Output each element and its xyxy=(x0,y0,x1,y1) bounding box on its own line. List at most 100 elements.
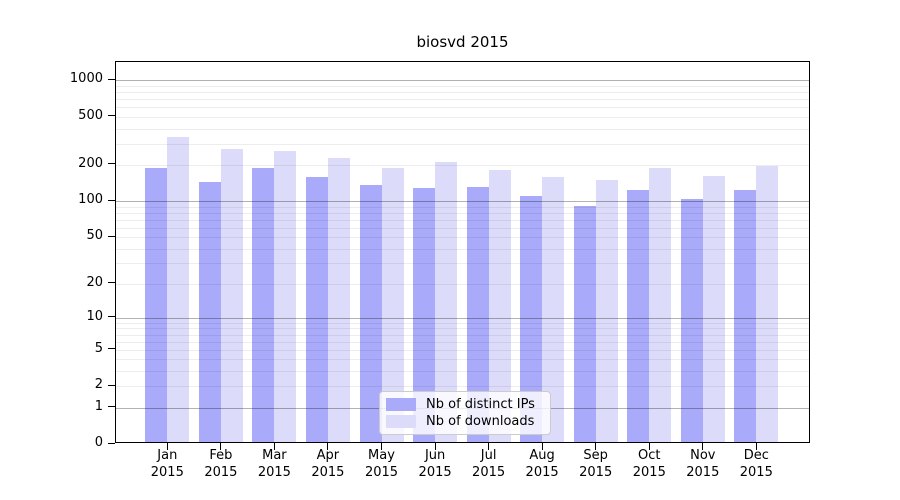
bar-nb-of-downloads-nov xyxy=(702,175,725,442)
x-tick-label: Jul 2015 xyxy=(472,448,506,480)
bar-nb-of-distinct-ips-jan xyxy=(145,168,168,442)
x-tick xyxy=(648,443,650,450)
gridline-minor xyxy=(116,206,809,208)
gridline-major xyxy=(116,317,809,319)
bar-nb-of-distinct-ips-nov xyxy=(680,198,703,442)
x-tick-label: Feb 2015 xyxy=(204,448,238,480)
gridline-major xyxy=(116,201,809,203)
y-tick xyxy=(108,442,115,444)
x-tick-label: Sep 2015 xyxy=(579,448,613,480)
bar-nb-of-distinct-ips-jul xyxy=(466,187,489,442)
y-tick xyxy=(108,316,115,318)
x-tick xyxy=(381,443,382,450)
bar-nb-of-downloads-apr xyxy=(327,158,350,442)
gridline-minor xyxy=(116,341,809,343)
gridline-minor xyxy=(116,128,809,130)
x-tick-label: Dec 2015 xyxy=(739,448,773,480)
bar-nb-of-downloads-oct xyxy=(649,168,672,442)
x-tick-label: Mar 2015 xyxy=(257,448,291,480)
bar-nb-of-downloads-jun xyxy=(435,162,458,442)
bar-nb-of-distinct-ips-oct xyxy=(627,189,650,442)
bar-nb-of-downloads-aug xyxy=(542,177,565,442)
y-tick xyxy=(108,406,115,407)
chart-title: biosvd 2015 xyxy=(416,33,509,51)
legend-item: Nb of distinct IPs xyxy=(386,397,542,412)
gridline-minor xyxy=(116,227,809,229)
y-tick-label: 50 xyxy=(86,228,103,243)
y-tick xyxy=(108,163,115,165)
x-tick xyxy=(755,443,757,450)
bar-nb-of-distinct-ips-apr xyxy=(305,176,328,442)
gridline-minor xyxy=(116,212,809,214)
legend-swatch-nb-of-distinct-ips xyxy=(386,398,416,411)
y-tick-label: 1 xyxy=(94,398,103,414)
x-tick-label: Aug 2015 xyxy=(525,448,559,480)
gridline-minor xyxy=(116,371,809,372)
x-tick-label: Oct 2015 xyxy=(632,448,666,480)
bar-nb-of-downloads-mar xyxy=(274,150,297,442)
bar-nb-of-distinct-ips-sep xyxy=(573,205,596,442)
y-tick-label: 1000 xyxy=(69,71,103,87)
x-tick xyxy=(220,443,222,450)
gridline-minor xyxy=(116,219,809,221)
gridline-minor xyxy=(116,85,809,87)
x-tick xyxy=(273,443,275,450)
gridline-minor xyxy=(116,143,809,145)
gridline-minor xyxy=(116,164,809,166)
gridline-minor xyxy=(116,107,809,109)
legend-swatch-nb-of-downloads xyxy=(386,415,416,428)
gridline-minor xyxy=(116,263,809,265)
legend: Nb of distinct IPs Nb of downloads xyxy=(379,391,551,435)
bar-nb-of-distinct-ips-dec xyxy=(734,190,757,442)
legend-item: Nb of downloads xyxy=(386,414,542,429)
y-tick-label: 100 xyxy=(78,192,103,208)
bar-nb-of-distinct-ips-may xyxy=(359,185,382,442)
bar-nb-of-distinct-ips-jun xyxy=(413,187,436,442)
y-tick-label: 2 xyxy=(94,377,103,393)
plot-area xyxy=(115,61,810,443)
gridline-minor xyxy=(116,283,809,285)
x-tick-label: May 2015 xyxy=(364,448,399,480)
y-tick-label: 500 xyxy=(78,107,103,123)
y-tick-label: 5 xyxy=(94,340,103,356)
x-tick xyxy=(488,443,490,450)
gridline-minor xyxy=(116,237,809,238)
y-tick xyxy=(108,282,115,284)
bar-nb-of-downloads-dec xyxy=(756,165,779,442)
x-tick xyxy=(702,443,704,450)
x-tick-label: Apr 2015 xyxy=(311,448,345,480)
x-tick xyxy=(595,443,597,450)
y-tick xyxy=(108,348,115,350)
bar-nb-of-distinct-ips-aug xyxy=(520,195,543,442)
y-tick xyxy=(108,235,115,237)
y-tick xyxy=(108,384,115,386)
y-tick-label: 200 xyxy=(78,155,103,171)
gridline-minor xyxy=(116,349,809,351)
gridline-minor xyxy=(116,334,809,336)
x-tick xyxy=(166,443,168,450)
gridline-minor xyxy=(116,99,809,101)
legend-label-nb-of-distinct-ips: Nb of distinct IPs xyxy=(426,397,535,412)
x-tick-label: Nov 2015 xyxy=(686,448,720,480)
y-tick xyxy=(108,115,115,117)
x-tick xyxy=(327,443,329,450)
y-tick-label: 10 xyxy=(86,308,103,324)
bar-nb-of-downloads-sep xyxy=(595,180,618,442)
gridline-minor xyxy=(116,322,809,324)
gridline-minor xyxy=(116,92,809,94)
x-tick-label: Jan 2015 xyxy=(150,448,184,480)
x-tick xyxy=(541,443,543,450)
x-tick xyxy=(434,443,436,450)
y-tick-label: 20 xyxy=(86,274,103,290)
bar-nb-of-downloads-feb xyxy=(220,148,243,442)
y-tick-label: 0 xyxy=(94,435,103,450)
gridline-minor xyxy=(116,116,809,118)
y-tick xyxy=(108,199,115,201)
gridline-minor xyxy=(116,359,809,361)
bar-nb-of-distinct-ips-mar xyxy=(252,168,275,442)
legend-label-nb-of-downloads: Nb of downloads xyxy=(426,414,535,429)
x-tick-label: Jun 2015 xyxy=(418,448,452,480)
gridline-minor xyxy=(116,248,809,250)
gridline-minor xyxy=(116,328,809,330)
